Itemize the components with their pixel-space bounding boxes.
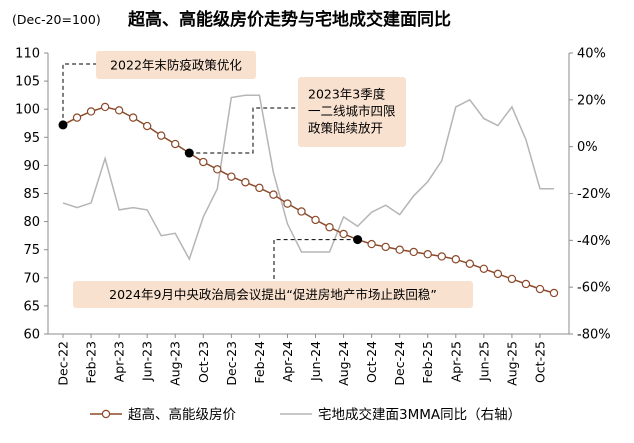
left-axis-tick-label: 80 bbox=[23, 215, 40, 230]
x-axis-tick-label: Aug-25 bbox=[504, 341, 519, 386]
right-axis-tick-label: 0% bbox=[577, 140, 598, 155]
house-price-point bbox=[86, 107, 96, 116]
annotation-box bbox=[298, 77, 406, 147]
house-price-point bbox=[269, 190, 278, 199]
house-price-point bbox=[409, 247, 418, 257]
house-price-point bbox=[199, 157, 208, 167]
annotation-box bbox=[73, 281, 473, 308]
x-axis-tick-label: Feb-23 bbox=[84, 341, 99, 384]
x-axis-tick-label: Feb-25 bbox=[420, 341, 435, 384]
annotation-leader-line bbox=[273, 239, 358, 281]
house-price-point bbox=[535, 284, 545, 294]
x-axis-tick-label: Jun-23 bbox=[140, 341, 155, 382]
house-price-point bbox=[311, 215, 320, 225]
house-price-point bbox=[213, 165, 222, 174]
house-price-point bbox=[451, 255, 460, 264]
house-price-point bbox=[100, 102, 110, 112]
chart-title: 超高、高能级房价走势与宅地成交建面同比 bbox=[128, 9, 451, 30]
right-axis-tick-label: 40% bbox=[577, 47, 606, 62]
x-axis-tick-label: Feb-24 bbox=[252, 341, 267, 384]
house-price-point bbox=[339, 229, 348, 239]
house-price-point bbox=[297, 207, 306, 216]
house-price-point bbox=[367, 239, 376, 249]
left-axis-tick-label: 95 bbox=[23, 131, 40, 146]
house-price-point bbox=[325, 223, 334, 232]
left-axis-tick-label: 85 bbox=[23, 187, 40, 202]
left-axis-tick-label: 65 bbox=[23, 299, 40, 314]
left-axis-tick-label: 90 bbox=[23, 159, 40, 174]
house-price-point bbox=[395, 245, 404, 254]
right-axis-tick-label: -20% bbox=[577, 187, 611, 202]
house-price-point bbox=[507, 274, 517, 284]
house-price-point bbox=[171, 139, 180, 149]
legend-label-house-price: 超高、高能级房价 bbox=[128, 406, 236, 423]
house-price-point bbox=[549, 288, 559, 298]
right-axis-tick-label: -80% bbox=[577, 328, 611, 343]
series-right-group bbox=[62, 94, 554, 261]
house-price-point bbox=[241, 178, 250, 187]
house-price-point bbox=[493, 269, 503, 279]
house-price-point bbox=[521, 279, 531, 289]
house-price-point bbox=[423, 249, 432, 259]
legend: 超高、高能级房价 宅地成交建面3MMA同比（右轴） bbox=[90, 406, 521, 423]
house-price-point bbox=[437, 252, 446, 261]
legend-marker-house-price bbox=[101, 409, 111, 419]
house-price-point bbox=[227, 172, 236, 181]
x-axis-tick-label: Apr-23 bbox=[112, 341, 127, 382]
left-axis-tick-label: 70 bbox=[23, 271, 40, 286]
x-axis-tick-label: Dec-23 bbox=[224, 341, 239, 386]
right-axis-tick-label: -40% bbox=[577, 234, 611, 249]
left-axis-tick-label: 110 bbox=[15, 47, 40, 62]
x-axis-tick-label: Oct-25 bbox=[532, 341, 547, 383]
left-axis-tick-label: 60 bbox=[23, 328, 40, 343]
house-price-point bbox=[283, 199, 292, 208]
series-left-group bbox=[58, 102, 559, 298]
annotation-box bbox=[96, 51, 256, 79]
right-axis-tick-label: -60% bbox=[577, 281, 611, 296]
x-axis-tick-label: Aug-24 bbox=[336, 341, 351, 386]
house-price-point bbox=[479, 264, 489, 274]
annotation-leader-line bbox=[189, 107, 298, 154]
annotation-text: 2024年9月中央政治局会议提出“促进房地产市场止跌回稳” bbox=[109, 287, 437, 302]
x-axis-tick-label: Oct-24 bbox=[364, 341, 379, 383]
house-price-point bbox=[255, 183, 264, 193]
annotation-text: 2022年末防疫政策优化 bbox=[110, 58, 242, 73]
x-axis-tick-label: Apr-25 bbox=[448, 341, 463, 382]
left-axis-tick-label: 105 bbox=[15, 75, 40, 90]
left-axis-tick-label: 75 bbox=[23, 243, 40, 258]
right-axis-tick-label: 20% bbox=[577, 93, 606, 108]
house-price-point bbox=[465, 259, 475, 268]
axes: 60 65 70 75 80 85 90 95 100 105 110 -80% -60% -40% -20… bbox=[15, 47, 610, 386]
series-line-land-volume-yoy bbox=[62, 94, 554, 261]
x-axis-tick-label: Dec-24 bbox=[392, 341, 407, 386]
legend-label-land-volume: 宅地成交建面3MMA同比（右轴） bbox=[318, 406, 521, 423]
x-axis-tick-label: Jun-24 bbox=[308, 341, 323, 382]
x-axis-tick-label: Oct-23 bbox=[196, 341, 211, 383]
house-price-point bbox=[114, 106, 124, 115]
x-axis-tick-label: Apr-24 bbox=[280, 341, 295, 382]
left-axis-tick-label: 100 bbox=[15, 103, 40, 118]
highlight-point bbox=[58, 120, 68, 130]
x-axis-tick-label: Aug-23 bbox=[168, 341, 183, 386]
house-price-point bbox=[128, 113, 138, 122]
x-axis-tick-label: Dec-22 bbox=[56, 341, 71, 386]
house-price-point bbox=[72, 113, 82, 122]
annotation-text: 2023年3季度一二线城市四限政策陆续放开 bbox=[308, 86, 396, 135]
x-axis-tick-label: Jun-25 bbox=[476, 341, 491, 382]
annotations-group: 2022年末防疫政策优化 2023年3季度一二线城市四限政策陆续放开 2024年9月… bbox=[58, 51, 473, 308]
house-price-point bbox=[142, 121, 152, 131]
house-price-point bbox=[156, 131, 166, 140]
chart-subtitle: (Dec-20=100) bbox=[12, 12, 101, 27]
house-price-point bbox=[381, 242, 390, 252]
